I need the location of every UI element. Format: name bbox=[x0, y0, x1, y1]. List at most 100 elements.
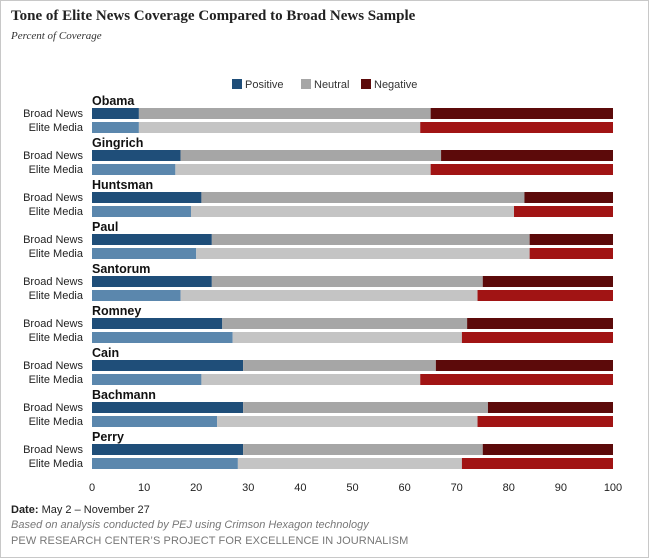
bar-elite-negative-gingrich bbox=[430, 164, 613, 175]
bar-broad-positive-huntsman bbox=[92, 192, 202, 203]
candidate-label-perry: Perry bbox=[92, 430, 124, 444]
bar-elite-positive-gingrich bbox=[92, 164, 176, 175]
bar-elite-negative-cain bbox=[420, 374, 613, 385]
bar-elite-positive-cain bbox=[92, 374, 202, 385]
bar-elite-neutral-obama bbox=[138, 122, 421, 133]
bar-broad-positive-paul bbox=[92, 234, 212, 245]
row-label-broad-huntsman: Broad News bbox=[23, 192, 83, 204]
bar-broad-positive-perry bbox=[92, 444, 244, 455]
legend-label-negative: Negative bbox=[374, 79, 417, 91]
bar-broad-negative-paul bbox=[529, 234, 613, 245]
x-tick-label-60: 60 bbox=[398, 482, 410, 494]
row-label-elite-bachmann: Elite Media bbox=[29, 416, 84, 428]
candidate-label-obama: Obama bbox=[92, 94, 135, 108]
bar-elite-negative-santorum bbox=[477, 290, 613, 301]
row-label-broad-cain: Broad News bbox=[23, 360, 83, 372]
row-label-elite-huntsman: Elite Media bbox=[29, 206, 84, 218]
bar-elite-neutral-perry bbox=[237, 458, 462, 469]
bar-broad-negative-huntsman bbox=[524, 192, 613, 203]
row-label-elite-perry: Elite Media bbox=[29, 458, 84, 470]
bar-broad-neutral-gingrich bbox=[180, 150, 442, 161]
bar-broad-neutral-bachmann bbox=[243, 402, 488, 413]
legend-label-neutral: Neutral bbox=[314, 79, 349, 91]
x-tick-label-20: 20 bbox=[190, 482, 202, 494]
candidate-label-huntsman: Huntsman bbox=[92, 178, 153, 192]
bar-broad-positive-cain bbox=[92, 360, 244, 371]
row-label-broad-bachmann: Broad News bbox=[23, 402, 83, 414]
row-label-elite-cain: Elite Media bbox=[29, 374, 84, 386]
candidate-label-santorum: Santorum bbox=[92, 262, 150, 276]
bar-elite-positive-paul bbox=[92, 248, 197, 259]
date-value: May 2 – November 27 bbox=[41, 504, 150, 516]
x-tick-label-0: 0 bbox=[89, 482, 95, 494]
row-label-elite-gingrich: Elite Media bbox=[29, 164, 84, 176]
bar-elite-positive-bachmann bbox=[92, 416, 218, 427]
bar-broad-negative-perry bbox=[482, 444, 613, 455]
bar-elite-negative-huntsman bbox=[514, 206, 613, 217]
bar-broad-positive-gingrich bbox=[92, 150, 181, 161]
row-label-broad-paul: Broad News bbox=[23, 234, 83, 246]
bar-elite-negative-bachmann bbox=[477, 416, 613, 427]
row-label-elite-santorum: Elite Media bbox=[29, 290, 84, 302]
bar-elite-positive-romney bbox=[92, 332, 233, 343]
chart-subtitle: Percent of Coverage bbox=[11, 30, 102, 42]
row-label-broad-santorum: Broad News bbox=[23, 276, 83, 288]
x-tick-label-30: 30 bbox=[242, 482, 254, 494]
bar-broad-neutral-romney bbox=[222, 318, 468, 329]
bar-broad-negative-santorum bbox=[482, 276, 613, 287]
bar-elite-negative-paul bbox=[529, 248, 613, 259]
row-label-broad-perry: Broad News bbox=[23, 444, 83, 456]
bar-broad-positive-romney bbox=[92, 318, 223, 329]
x-tick-label-70: 70 bbox=[451, 482, 463, 494]
date-label: Date: bbox=[11, 504, 39, 516]
bar-broad-negative-romney bbox=[467, 318, 613, 329]
candidate-label-cain: Cain bbox=[92, 346, 119, 360]
date-note: Date: May 2 – November 27 bbox=[11, 504, 150, 516]
bar-elite-positive-huntsman bbox=[92, 206, 191, 217]
row-label-broad-obama: Broad News bbox=[23, 108, 83, 120]
legend-swatch-positive bbox=[232, 79, 242, 89]
bar-elite-positive-obama bbox=[92, 122, 139, 133]
bar-broad-positive-santorum bbox=[92, 276, 212, 287]
x-tick-label-100: 100 bbox=[604, 482, 622, 494]
row-label-elite-obama: Elite Media bbox=[29, 122, 84, 134]
bar-broad-neutral-cain bbox=[243, 360, 436, 371]
candidate-label-gingrich: Gingrich bbox=[92, 136, 143, 150]
basis-note: Based on analysis conducted by PEJ using… bbox=[11, 519, 369, 531]
bar-broad-neutral-huntsman bbox=[201, 192, 525, 203]
legend-label-positive: Positive bbox=[245, 79, 284, 91]
x-tick-label-80: 80 bbox=[503, 482, 515, 494]
bar-broad-positive-bachmann bbox=[92, 402, 244, 413]
bar-elite-neutral-santorum bbox=[180, 290, 478, 301]
bar-elite-neutral-romney bbox=[232, 332, 462, 343]
x-tick-label-50: 50 bbox=[346, 482, 358, 494]
chart-title: Tone of Elite News Coverage Compared to … bbox=[11, 8, 416, 24]
x-tick-label-90: 90 bbox=[555, 482, 567, 494]
bar-elite-neutral-bachmann bbox=[217, 416, 478, 427]
bar-broad-neutral-perry bbox=[243, 444, 483, 455]
bar-broad-positive-obama bbox=[92, 108, 139, 119]
bar-broad-negative-obama bbox=[430, 108, 613, 119]
candidate-label-bachmann: Bachmann bbox=[92, 388, 156, 402]
bar-elite-negative-obama bbox=[420, 122, 613, 133]
row-label-broad-gingrich: Broad News bbox=[23, 150, 83, 162]
bar-elite-negative-romney bbox=[461, 332, 613, 343]
candidate-label-romney: Romney bbox=[92, 304, 141, 318]
legend-swatch-negative bbox=[361, 79, 371, 89]
x-tick-label-40: 40 bbox=[294, 482, 306, 494]
stacked-bar-chart: Positive Neutral Negative Obama Broad News El… bbox=[23, 79, 622, 494]
candidate-label-paul: Paul bbox=[92, 220, 118, 234]
bar-broad-neutral-santorum bbox=[211, 276, 483, 287]
bar-elite-positive-perry bbox=[92, 458, 238, 469]
bar-elite-positive-santorum bbox=[92, 290, 181, 301]
bar-elite-neutral-paul bbox=[196, 248, 530, 259]
bar-broad-negative-bachmann bbox=[487, 402, 613, 413]
row-label-broad-romney: Broad News bbox=[23, 318, 83, 330]
bar-broad-neutral-obama bbox=[138, 108, 431, 119]
x-tick-label-10: 10 bbox=[138, 482, 150, 494]
row-label-elite-paul: Elite Media bbox=[29, 248, 84, 260]
bar-elite-neutral-huntsman bbox=[190, 206, 515, 217]
row-label-elite-romney: Elite Media bbox=[29, 332, 84, 344]
bar-elite-negative-perry bbox=[461, 458, 613, 469]
bar-elite-neutral-gingrich bbox=[175, 164, 431, 175]
